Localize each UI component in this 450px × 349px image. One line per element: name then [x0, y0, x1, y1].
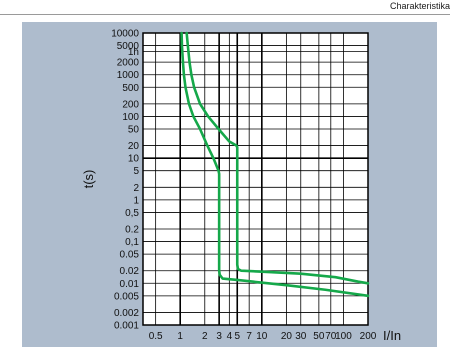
- x-tick-label: 3: [216, 331, 222, 342]
- plot-frame: [142, 32, 369, 326]
- header-title: Charakteristika: [389, 1, 450, 11]
- y-tick-label: 0.002: [114, 308, 139, 319]
- y-tick-label: 1: [133, 195, 139, 206]
- y-tick-label: 20: [128, 141, 140, 152]
- y-axis-label: t(s): [81, 170, 96, 189]
- y-tick-label: 0.05: [120, 250, 140, 261]
- x-tick-label: 7: [246, 331, 252, 342]
- y-tick-label: 0.2: [125, 225, 139, 236]
- y-tick-label: 100: [122, 112, 139, 123]
- y-tick-label: 1h: [128, 47, 139, 58]
- y-tick-label: 50: [128, 124, 140, 135]
- y-tick-label: 2: [133, 183, 139, 194]
- x-tick-label: 20: [281, 331, 293, 342]
- curve-line-2: [185, 31, 370, 285]
- y-tick-label: 1000: [117, 70, 140, 81]
- x-tick-label: 30: [295, 331, 307, 342]
- y-tick-label: 5000: [117, 41, 140, 52]
- y-tick-label: 10: [128, 154, 140, 165]
- y-tick-label: 0.01: [120, 279, 140, 290]
- x-tick-label: 70: [325, 331, 337, 342]
- y-tick-label: 200: [122, 99, 139, 110]
- y-tick-label: 5: [133, 166, 139, 177]
- x-axis-label: I/In: [383, 328, 401, 343]
- x-tick-label: 200: [360, 331, 377, 342]
- curves: [180, 31, 370, 298]
- x-tick-label: 0.5: [149, 331, 163, 342]
- y-tick-label: 0.02: [120, 266, 140, 277]
- y-tick-label: 0.001: [114, 321, 139, 332]
- x-tick-label: 10: [256, 331, 268, 342]
- y-tick-label: 500: [122, 83, 139, 94]
- x-tick-label: 2: [202, 331, 208, 342]
- y-tick-label: 10000: [111, 29, 139, 40]
- x-tick-label: 50: [313, 331, 325, 342]
- x-tick-label: 4: [227, 331, 233, 342]
- x-tick-label: 1: [177, 331, 183, 342]
- y-tick-label: 0.005: [114, 291, 139, 302]
- y-tick-label: 0,5: [125, 208, 139, 219]
- y-tick-label: 2000: [117, 58, 140, 69]
- header-divider: [0, 14, 450, 15]
- curve-line-1: [180, 31, 370, 298]
- x-tick-label: 5: [234, 331, 240, 342]
- x-tick-label: 100: [335, 331, 352, 342]
- y-tick-label: 0,1: [125, 237, 139, 248]
